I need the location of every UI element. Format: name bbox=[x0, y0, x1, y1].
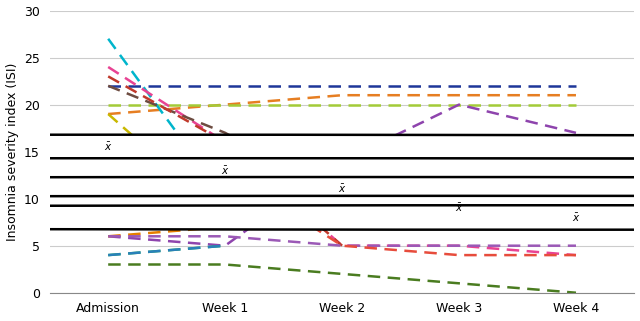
Text: $\bar{x}$: $\bar{x}$ bbox=[572, 212, 580, 223]
Text: $\bar{x}$: $\bar{x}$ bbox=[104, 141, 113, 153]
Ellipse shape bbox=[0, 205, 640, 230]
Y-axis label: Insomnia severity index (ISI): Insomnia severity index (ISI) bbox=[6, 63, 19, 241]
Text: $\bar{x}$: $\bar{x}$ bbox=[338, 183, 346, 195]
Ellipse shape bbox=[0, 135, 640, 159]
Ellipse shape bbox=[0, 177, 640, 202]
Text: $\bar{x}$: $\bar{x}$ bbox=[455, 202, 463, 214]
Text: $\bar{x}$: $\bar{x}$ bbox=[221, 164, 229, 177]
Ellipse shape bbox=[0, 158, 640, 183]
Ellipse shape bbox=[0, 196, 640, 220]
